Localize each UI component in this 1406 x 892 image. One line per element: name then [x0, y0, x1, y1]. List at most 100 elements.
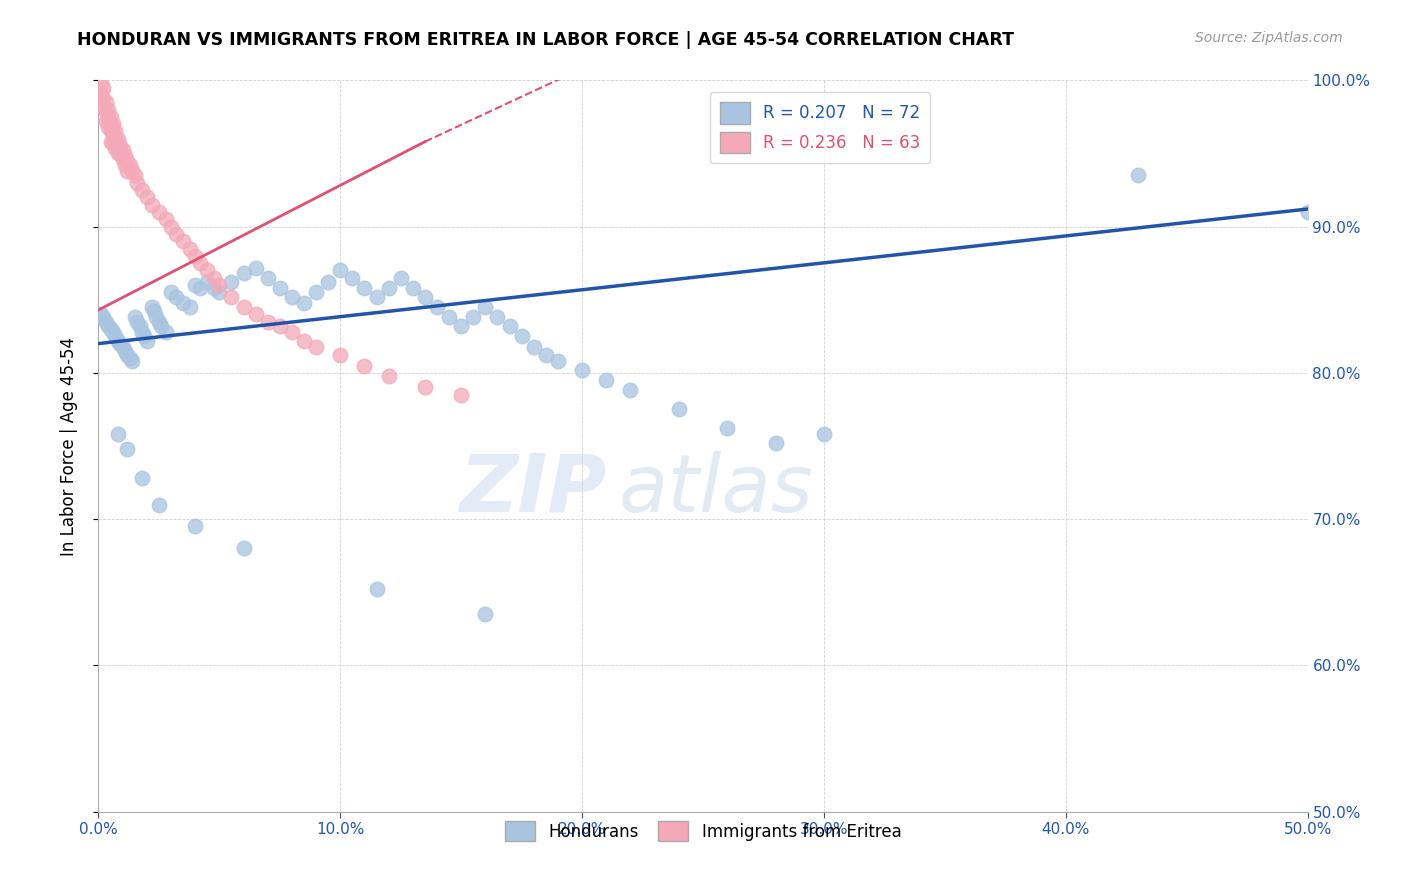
Point	[765, 436, 787, 450]
Point	[510, 329, 533, 343]
Point	[124, 169, 146, 183]
Point	[426, 300, 449, 314]
Point	[486, 310, 509, 325]
Text: atlas: atlas	[619, 450, 813, 529]
Point	[107, 132, 129, 146]
Point	[269, 281, 291, 295]
Point	[232, 300, 254, 314]
Point	[118, 351, 141, 366]
Point	[165, 227, 187, 241]
Point	[101, 117, 124, 131]
Point	[208, 285, 231, 300]
Point	[256, 315, 278, 329]
Point	[377, 368, 399, 383]
Point	[366, 582, 388, 597]
Point	[107, 334, 129, 348]
Point	[148, 315, 170, 329]
Point	[204, 281, 226, 295]
Point	[474, 300, 496, 314]
Point	[184, 249, 207, 263]
Text: Source: ZipAtlas.com: Source: ZipAtlas.com	[1195, 31, 1343, 45]
Point	[114, 158, 136, 172]
Point	[101, 126, 124, 140]
Point	[155, 325, 177, 339]
Point	[534, 348, 557, 362]
Point	[111, 144, 134, 158]
Point	[97, 103, 120, 117]
Point	[1128, 169, 1150, 183]
Point	[353, 281, 375, 295]
Legend: Hondurans, Immigrants from Eritrea: Hondurans, Immigrants from Eritrea	[498, 814, 908, 847]
Point	[90, 307, 112, 321]
Point	[498, 319, 520, 334]
Point	[107, 427, 129, 442]
Point	[232, 541, 254, 556]
Point	[111, 339, 134, 353]
Point	[329, 263, 352, 277]
Point	[389, 270, 412, 285]
Point	[179, 300, 201, 314]
Point	[437, 310, 460, 325]
Point	[90, 87, 112, 102]
Point	[179, 242, 201, 256]
Point	[195, 263, 218, 277]
Point	[100, 117, 122, 131]
Point	[94, 315, 117, 329]
Point	[150, 319, 173, 334]
Point	[97, 112, 120, 126]
Point	[97, 120, 120, 134]
Point	[114, 343, 136, 358]
Text: ZIP: ZIP	[458, 450, 606, 529]
Point	[316, 275, 339, 289]
Point	[813, 427, 835, 442]
Point	[204, 270, 226, 285]
Point	[463, 310, 485, 325]
Point	[141, 300, 163, 314]
Point	[1296, 205, 1319, 219]
Point	[104, 329, 127, 343]
Point	[101, 325, 124, 339]
Y-axis label: In Labor Force | Age 45-54: In Labor Force | Age 45-54	[59, 336, 77, 556]
Point	[571, 363, 593, 377]
Point	[172, 234, 194, 248]
Point	[245, 307, 267, 321]
Point	[141, 197, 163, 211]
Point	[184, 519, 207, 533]
Point	[160, 219, 183, 234]
Point	[148, 205, 170, 219]
Point	[100, 124, 122, 138]
Point	[281, 325, 304, 339]
Point	[195, 275, 218, 289]
Point	[450, 319, 472, 334]
Point	[94, 105, 117, 120]
Point	[108, 139, 131, 153]
Point	[127, 176, 149, 190]
Point	[101, 135, 124, 149]
Point	[281, 290, 304, 304]
Point	[148, 498, 170, 512]
Point	[131, 325, 153, 339]
Point	[292, 295, 315, 310]
Point	[131, 183, 153, 197]
Point	[121, 354, 143, 368]
Point	[117, 348, 139, 362]
Point	[118, 158, 141, 172]
Point	[402, 281, 425, 295]
Point	[413, 380, 436, 394]
Point	[94, 95, 117, 110]
Point	[117, 153, 139, 168]
Point	[595, 373, 617, 387]
Point	[165, 290, 187, 304]
Point	[90, 76, 112, 90]
Point	[121, 164, 143, 178]
Point	[329, 348, 352, 362]
Point	[342, 270, 364, 285]
Point	[668, 402, 690, 417]
Point	[134, 329, 156, 343]
Point	[107, 146, 129, 161]
Point	[232, 266, 254, 280]
Point	[221, 290, 243, 304]
Point	[135, 190, 157, 204]
Point	[619, 384, 641, 398]
Point	[91, 91, 114, 105]
